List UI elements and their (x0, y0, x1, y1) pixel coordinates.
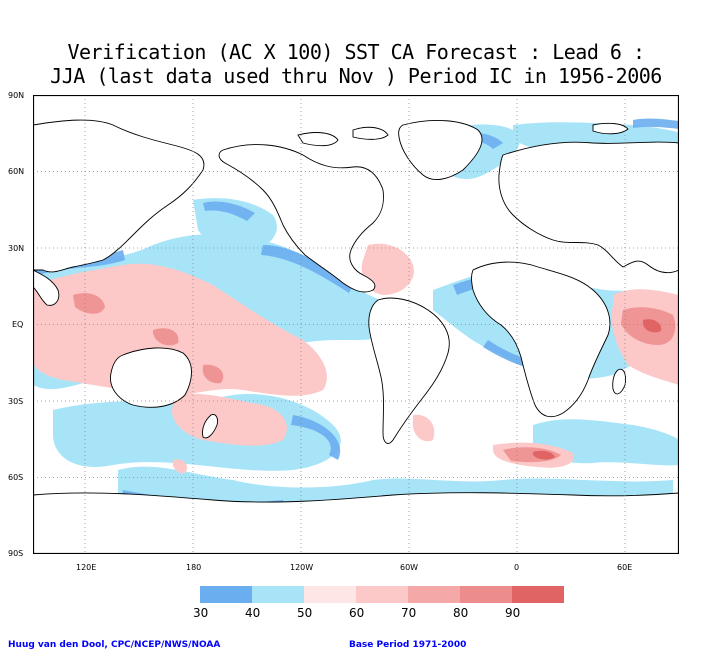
chart-title-line2: JJA (last data used thru Nov ) Period IC… (50, 64, 662, 88)
lat-label-30s: 30S (8, 397, 24, 406)
colorbar-tick-label: 30 (193, 606, 209, 620)
map-frame (33, 95, 679, 554)
lat-label-eq: EQ (12, 320, 24, 329)
colorbar-swatch (200, 586, 252, 603)
credit-base-period: Base Period 1971-2000 (349, 640, 467, 650)
map-svg (33, 95, 679, 554)
colorbar-swatch (304, 586, 356, 603)
colorbar-tick-label: 70 (401, 606, 417, 620)
lon-label-0: 0 (514, 563, 520, 572)
lon-label-180: 180 (186, 563, 202, 572)
lon-label-60e: 60E (617, 563, 633, 572)
lon-label-120e: 120E (76, 563, 97, 572)
lat-label-90n: 90N (8, 91, 25, 100)
colorbar-tick-label: 50 (297, 606, 313, 620)
lat-label-60s: 60S (8, 473, 24, 482)
colorbar-tick-label: 40 (245, 606, 261, 620)
colorbar-swatch (356, 586, 408, 603)
colorbar-swatch (512, 586, 564, 603)
graticule (33, 95, 679, 554)
colorbar-swatch (408, 586, 460, 603)
coastlines (33, 119, 679, 554)
credit-author: Huug van den Dool, CPC/NCEP/NWS/NOAA (8, 640, 221, 650)
colorbar-swatch (252, 586, 304, 603)
lat-label-60n: 60N (8, 167, 25, 176)
colorbar-tick-label: 90 (505, 606, 521, 620)
colorbar-tick-label: 80 (453, 606, 469, 620)
lat-label-30n: 30N (8, 244, 25, 253)
colorbar-swatch (460, 586, 512, 603)
map-border (33, 95, 679, 554)
lon-label-120w: 120W (290, 563, 314, 572)
lon-label-60w: 60W (400, 563, 419, 572)
chart-title-line1: Verification (AC X 100) SST CA Forecast … (67, 40, 645, 64)
lat-label-90s: 90S (8, 549, 24, 558)
colorbar-tick-label: 60 (349, 606, 365, 620)
colorbar (200, 586, 564, 603)
